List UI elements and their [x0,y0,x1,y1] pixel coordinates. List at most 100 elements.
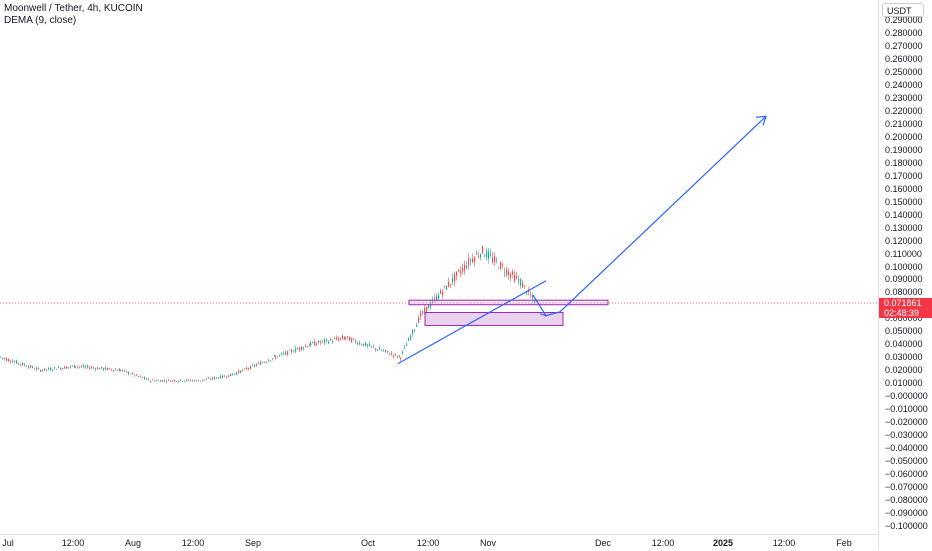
candle-body [332,341,334,342]
candle-body [178,381,180,382]
candle-body [134,374,136,376]
indicator-label[interactable]: DEMA (9, close) [4,15,77,26]
candle-body [289,349,291,351]
candle-body [34,368,36,370]
candle-body [320,342,322,343]
candle-body [93,367,95,369]
price-tick: −0.010000 [885,403,928,414]
candle-body [367,344,369,346]
candle-body [272,358,274,360]
candle-body [474,257,476,262]
price-tick: 0.050000 [885,326,923,337]
candle-body [119,369,121,372]
time-scale[interactable]: Jul 12:00 Aug 12:00 Sep Oct 12:00 Nov Dec 12:00 20… [0,534,878,551]
candle-body [81,366,83,367]
candle-body [400,357,402,360]
candle-body [238,370,240,373]
candle-body [26,366,28,368]
price-tick: −0.000000 [885,391,928,402]
candle-body [10,361,12,363]
candle-body [184,380,186,382]
candle-body [351,338,353,343]
candle-body [301,346,303,350]
candle-body [52,369,54,371]
candle-body [347,336,349,338]
candle-body [428,305,430,309]
price-tick: 0.130000 [885,222,923,233]
time-tick: 12:00 [772,538,796,548]
candle-body [414,329,416,331]
candle-body [412,329,414,334]
candle-body [534,300,536,304]
price-tick: −0.050000 [885,455,928,466]
candle-body [70,366,72,367]
currency-button[interactable]: USDT [882,3,924,17]
candle-body [472,258,474,263]
candle-body [283,353,285,354]
candle-body [228,375,230,378]
candle-body [275,356,277,359]
candle-body [456,271,458,276]
candle-body [508,271,510,276]
price-tick: −0.040000 [885,442,928,453]
candle-body [500,262,502,270]
time-tick: 2025 [712,538,734,548]
candle-body [162,380,164,382]
candle-body [42,370,44,371]
candle-body [196,379,198,381]
candle-body [470,259,472,261]
candle-body [389,354,391,355]
candle-body [32,366,34,368]
candle-body [318,340,320,344]
candle-body [462,267,464,272]
candle-body [344,337,346,340]
price-tick: 0.080000 [885,287,923,298]
candle-body [454,273,456,282]
candle-body [426,306,428,313]
candle-body [532,295,534,299]
candle-body [458,269,460,272]
candle-body [200,380,202,382]
candle-body [399,355,401,357]
candle-body [305,345,307,347]
candle-body [99,368,101,370]
candle-body [64,366,66,369]
price-tick: 0.290000 [885,15,923,26]
candle-body [142,377,144,379]
price-chart[interactable] [0,0,878,534]
candle-body [478,256,480,258]
candle-body [340,337,342,339]
candle-body [210,379,212,380]
candle-body [202,379,204,381]
candle-body [334,338,336,340]
candle-body [420,312,422,317]
candle-body [314,341,316,346]
candle-body [460,271,462,274]
candle-body [498,267,500,269]
candle-body [158,380,160,381]
candle-body [40,369,42,372]
arrow-head [755,115,767,126]
candle-body [418,317,420,323]
candle-body [476,253,478,255]
candle-body [48,368,50,370]
price-scale[interactable]: 0.290000 0.280000 0.270000 0.260000 0.250000… [878,0,932,550]
time-tick: 12:00 [61,538,85,548]
price-tick: 0.250000 [885,67,923,78]
candle-body [258,362,260,364]
candle-body [444,285,446,287]
candle-body [252,364,254,366]
time-tick: Dec [594,538,612,548]
candle-body [180,379,182,381]
candle-body [75,366,77,368]
symbol-title[interactable]: Moonwell / Tether, 4h, KUCOIN [4,3,143,14]
candle-body [309,345,311,346]
candle-body [373,346,375,348]
candle-body [266,362,268,363]
candle-body [126,371,128,373]
candle-body [448,281,450,287]
candle-body [190,380,192,382]
candle-body [279,355,281,356]
candle-body [260,362,262,365]
candle-body [355,340,357,343]
